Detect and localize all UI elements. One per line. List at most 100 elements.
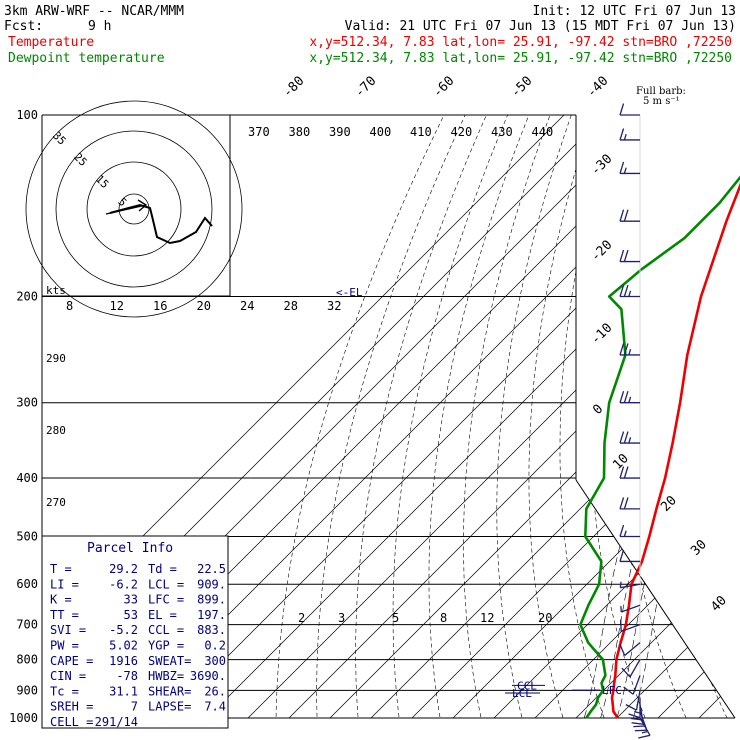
hodograph-speed-tick: 32 xyxy=(327,299,341,313)
parcel-row-label-2: CCL = xyxy=(148,623,184,637)
dewpoint-temperature-line xyxy=(579,175,740,719)
parcel-row-value: 7 xyxy=(131,700,138,714)
wind-barb xyxy=(619,581,641,589)
hodograph-ring xyxy=(118,193,150,225)
pressure-tick-label: 500 xyxy=(16,529,38,543)
wind-barb xyxy=(619,161,640,175)
barb-legend-unit: 5 m s⁻¹ xyxy=(643,96,680,107)
isotherm-label: -10 xyxy=(588,321,615,348)
parcel-info-box xyxy=(41,535,229,729)
wind-barb xyxy=(619,619,641,633)
parcel-row-value: 31.1 xyxy=(109,684,138,698)
level-marker-label: CCL xyxy=(517,679,537,692)
mixing-ratio-label: 2 xyxy=(298,611,305,625)
isotherm-line xyxy=(534,115,735,718)
theta-label: 370 xyxy=(248,125,270,139)
parcel-row-value: -5.2 xyxy=(109,623,138,637)
theta-label: 380 xyxy=(289,125,311,139)
theta-label: 410 xyxy=(410,125,432,139)
isotherm-label: 40 xyxy=(708,593,730,615)
isotherm-label: -60 xyxy=(430,74,457,101)
barb-legend-label: Full barb: xyxy=(636,86,686,97)
hodograph-ring xyxy=(86,161,182,257)
parcel-row-value: 291/14 xyxy=(95,715,138,729)
init-time: Init: 12 UTC Fri 07 Jun 13 xyxy=(533,4,737,19)
parcel-row-value-2: 22.5 xyxy=(197,562,226,576)
dry-adiabat xyxy=(528,115,593,718)
parcel-row-label-2: LFC = xyxy=(148,593,184,607)
hodograph-ring xyxy=(25,100,243,318)
parcel-row-value: 1916 xyxy=(109,654,138,668)
pressure-tick-label: 300 xyxy=(16,396,38,410)
wind-barb xyxy=(620,604,641,613)
parcel-row-label: Tc = xyxy=(50,684,79,698)
wind-barb xyxy=(619,466,640,479)
mixing-ratio-label: 3 xyxy=(338,611,345,625)
dry-adiabat-label: 270 xyxy=(46,496,66,509)
dry-adiabat xyxy=(392,115,508,718)
parcel-row-value: 29.2 xyxy=(109,562,138,576)
parcel-info-table: T = 29.2 Td = 22.5 LI = -6.2 LCL = 909. K = 33 LFC… xyxy=(50,562,226,729)
parcel-row-value-2: 883. xyxy=(197,623,226,637)
pressure-tick-label: 1000 xyxy=(9,711,38,725)
dry-adiabat-label: 290 xyxy=(46,352,66,365)
parcel-row-label: K = xyxy=(50,593,72,607)
wind-barb xyxy=(619,642,641,657)
dry-adiabat xyxy=(275,115,445,718)
parcel-row-value-2: 0.2 xyxy=(204,639,226,653)
parcel-row-label: CELL = xyxy=(50,715,93,729)
parcel-row-label-2: SWEAT= xyxy=(148,654,191,668)
wind-barbs xyxy=(619,103,651,739)
parcel-row-label: CAPE = xyxy=(50,654,93,668)
pressure-tick-label: 700 xyxy=(16,618,38,632)
parcel-row-value: -6.2 xyxy=(109,577,138,591)
legend-dewpoint: Dewpoint temperature xyxy=(8,51,165,66)
hodograph-speed-tick: 12 xyxy=(110,299,124,313)
storm-motion-vector xyxy=(105,204,147,215)
isotherm-line xyxy=(452,115,735,718)
wind-barb xyxy=(621,659,641,678)
hodograph-speed-tick: 24 xyxy=(240,299,254,313)
legend-temperature: Temperature xyxy=(8,35,94,50)
theta-label: 390 xyxy=(329,125,351,139)
dry-adiabat xyxy=(463,115,551,718)
legend-dewpoint-info: x,y=512.34, 7.83 lat,lon= 25.91, -97.42 … xyxy=(309,51,732,66)
parcel-row-label-2: Td = xyxy=(148,562,177,576)
wind-barb xyxy=(619,343,640,356)
wind-barb xyxy=(619,549,640,563)
wind-barb xyxy=(625,690,641,711)
wind-barb xyxy=(619,249,640,263)
parcel-row-value-2: 7.4 xyxy=(204,700,226,714)
fcst-label: Fcst: xyxy=(4,19,43,34)
pressure-tick-label: 100 xyxy=(16,108,38,122)
wind-barb xyxy=(619,524,640,538)
isotherm-line xyxy=(493,115,735,718)
parcel-row-value-2: 26. xyxy=(204,684,226,698)
hodograph-unit: kts xyxy=(46,284,66,297)
isotherm-label: -20 xyxy=(588,238,615,265)
parcel-row-label-2: LAPSE= xyxy=(148,700,191,714)
dry-adiabat xyxy=(496,115,572,718)
pressure-tick-label: 600 xyxy=(16,577,38,591)
legend-temperature-info: x,y=512.34, 7.83 lat,lon= 25.91, -97.42 … xyxy=(309,35,732,50)
dry-adiabat xyxy=(674,115,735,718)
wind-barb xyxy=(619,391,640,404)
isotherm-label: 20 xyxy=(658,493,680,515)
wind-barb xyxy=(619,128,640,141)
parcel-row-label: LI = xyxy=(50,577,79,591)
pressure-tick-label: 400 xyxy=(16,471,38,485)
dry-adiabat xyxy=(428,115,530,718)
mixing-ratio-label: 12 xyxy=(480,611,494,625)
model-title: 3km ARW-WRF -- NCAR/MMM xyxy=(4,4,184,19)
isotherm-label: -70 xyxy=(352,74,379,101)
parcel-row-label-2: HWBZ= xyxy=(148,669,184,683)
pressure-tick-label: 200 xyxy=(16,290,38,304)
parcel-row-label-2: EL = xyxy=(148,608,177,622)
dry-adiabat xyxy=(726,115,735,718)
wind-barb xyxy=(619,431,640,444)
parcel-row-value-2: 3690. xyxy=(190,669,226,683)
isotherm-label: 10 xyxy=(610,451,632,473)
pressure-tick-label: 800 xyxy=(16,653,38,667)
theta-label: 420 xyxy=(451,125,473,139)
mixing-ratio-label: 20 xyxy=(538,611,552,625)
